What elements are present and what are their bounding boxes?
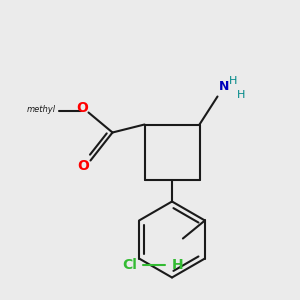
Text: H: H — [172, 258, 184, 272]
Text: H: H — [236, 89, 245, 100]
Text: H: H — [229, 76, 237, 86]
Text: Cl: Cl — [123, 258, 137, 272]
Text: O: O — [76, 101, 88, 116]
Text: methyl: methyl — [26, 105, 56, 114]
Text: O: O — [78, 160, 89, 173]
Text: N: N — [218, 80, 229, 92]
